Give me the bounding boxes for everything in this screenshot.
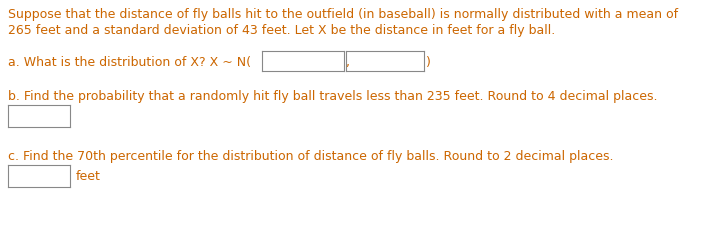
Text: a. What is the distribution of X? X ~ N(: a. What is the distribution of X? X ~ N( — [8, 56, 251, 69]
Text: ,: , — [346, 56, 350, 69]
Text: Suppose that the distance of fly balls hit to the outfield (in baseball) is norm: Suppose that the distance of fly balls h… — [8, 8, 678, 21]
Text: ): ) — [426, 56, 431, 69]
Text: 265 feet and a standard deviation of 43 feet. Let X be the distance in feet for : 265 feet and a standard deviation of 43 … — [8, 24, 555, 37]
Text: feet: feet — [76, 169, 101, 182]
Text: c. Find the 70th percentile for the distribution of distance of fly balls. Round: c. Find the 70th percentile for the dist… — [8, 149, 614, 162]
Text: b. Find the probability that a randomly hit fly ball travels less than 235 feet.: b. Find the probability that a randomly … — [8, 90, 657, 103]
